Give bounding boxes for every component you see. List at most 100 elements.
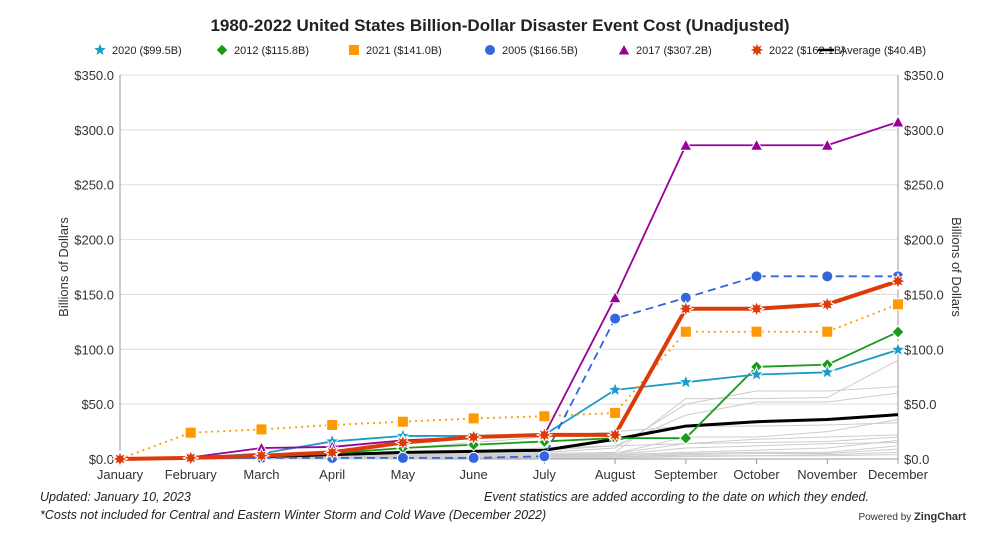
y-tick-label-right: $100.0 — [904, 342, 944, 357]
data-point-square — [750, 325, 763, 338]
legend-item[interactable]: Average ($40.4B) — [818, 45, 926, 57]
x-tick-label: April — [319, 467, 345, 482]
legend-label: 2017 ($307.2B) — [636, 45, 712, 57]
legend-label: 2020 ($99.5B) — [112, 45, 182, 57]
legend-label: 2012 ($115.8B) — [234, 45, 309, 57]
legend-circle-icon — [484, 44, 496, 56]
series-2017 — [113, 114, 905, 465]
x-tick-label: February — [165, 467, 218, 482]
x-tick-label: March — [243, 467, 279, 482]
y-tick-label-right: $0.0 — [904, 452, 929, 467]
data-point-circle — [821, 270, 834, 283]
data-point-star — [677, 373, 695, 390]
legend-label: 2005 ($166.5B) — [502, 45, 578, 57]
legend-diamond-icon — [215, 43, 229, 57]
data-point-triangle — [891, 114, 905, 128]
series-line — [119, 275, 898, 460]
y-tick-label-right: $150.0 — [904, 287, 944, 302]
data-point-burst — [323, 443, 342, 462]
y-axis-title-right: Billions of Dollars — [949, 217, 964, 317]
x-tick-label: September — [654, 467, 718, 482]
y-tick-label-left: $200.0 — [74, 233, 114, 248]
data-point-burst — [252, 446, 271, 465]
data-point-diamond — [679, 431, 693, 445]
data-point-burst — [676, 299, 695, 318]
y-tick-label-right: $50.0 — [904, 397, 937, 412]
x-tick-label: June — [460, 467, 488, 482]
legend-triangle-icon — [617, 42, 631, 56]
data-point-square — [609, 406, 622, 419]
data-point-square — [255, 423, 268, 436]
y-tick-label-left: $250.0 — [74, 178, 114, 193]
event-stats-note: Event statistics are added according to … — [484, 490, 869, 504]
y-tick-label-right: $350.0 — [904, 68, 944, 83]
legend-item[interactable]: 2012 ($115.8B) — [215, 43, 309, 57]
data-point-circle — [609, 312, 622, 325]
data-point-star — [606, 381, 624, 398]
legend-burst-icon — [748, 41, 766, 59]
background-year-line — [120, 454, 899, 460]
y-tick-label-left: $150.0 — [74, 287, 114, 302]
data-point-circle — [750, 270, 763, 283]
background-year-line — [120, 359, 899, 460]
data-point-star — [748, 365, 766, 382]
data-point-star — [889, 340, 907, 358]
data-point-burst — [181, 449, 200, 467]
series-2022 — [111, 272, 907, 468]
y-tick-label-left: $0.0 — [89, 452, 114, 467]
data-point-square — [326, 418, 339, 431]
data-point-circle — [396, 451, 409, 464]
data-point-burst — [111, 450, 129, 468]
legend-square-icon — [348, 44, 360, 56]
data-point-burst — [394, 433, 412, 452]
data-point-triangle — [820, 138, 835, 151]
x-tick-label: November — [797, 467, 858, 482]
y-tick-label-right: $300.0 — [904, 123, 944, 138]
data-point-circle — [538, 450, 551, 463]
y-tick-label-left: $50.0 — [81, 397, 114, 412]
data-point-burst — [747, 299, 766, 318]
y-tick-label-left: $300.0 — [74, 123, 114, 138]
data-point-star — [818, 363, 836, 380]
legend-item[interactable]: 2022 ($162.1B) — [748, 41, 845, 59]
data-point-triangle — [678, 138, 693, 151]
legend-item[interactable]: 2017 ($307.2B) — [617, 42, 712, 57]
series-2012 — [113, 325, 905, 466]
x-tick-label: October — [733, 467, 780, 482]
y-tick-label-right: $250.0 — [904, 178, 944, 193]
data-point-burst — [535, 426, 554, 444]
legend-item[interactable]: 2021 ($141.0B) — [348, 44, 442, 58]
legend-item[interactable]: 2005 ($166.5B) — [484, 44, 578, 58]
data-point-square — [821, 325, 834, 338]
legend-label: 2021 ($141.0B) — [366, 45, 442, 57]
data-point-square — [467, 412, 480, 425]
background-year-line — [119, 386, 899, 460]
data-point-burst — [889, 272, 907, 291]
data-point-triangle — [608, 290, 622, 304]
data-point-triangle — [749, 138, 764, 151]
data-point-burst — [464, 428, 483, 446]
data-point-square — [396, 415, 409, 428]
x-tick-label: August — [595, 467, 636, 482]
y-tick-label-right: $200.0 — [904, 233, 944, 248]
data-point-burst — [606, 426, 624, 444]
x-tick-label: May — [391, 467, 416, 482]
chart-title: 1980-2022 United States Billion-Dollar D… — [210, 16, 790, 35]
legend-label: Average ($40.4B) — [840, 45, 926, 57]
legend-star-icon — [91, 41, 109, 58]
data-point-square — [892, 298, 904, 311]
x-tick-label: December — [868, 467, 929, 482]
series-line — [119, 279, 899, 461]
data-point-square — [679, 325, 692, 338]
data-point-diamond — [891, 325, 905, 339]
legend-item[interactable]: 2020 ($99.5B) — [91, 41, 182, 58]
powered-by[interactable]: Powered by ZingChart — [858, 511, 966, 523]
y-axis-title-left: Billions of Dollars — [56, 217, 71, 317]
costs-note: *Costs not included for Central and East… — [40, 508, 547, 522]
series-line — [119, 121, 899, 460]
legend-label: 2022 ($162.1B) — [769, 45, 845, 57]
x-tick-label: July — [533, 467, 557, 482]
data-point-burst — [818, 295, 837, 314]
